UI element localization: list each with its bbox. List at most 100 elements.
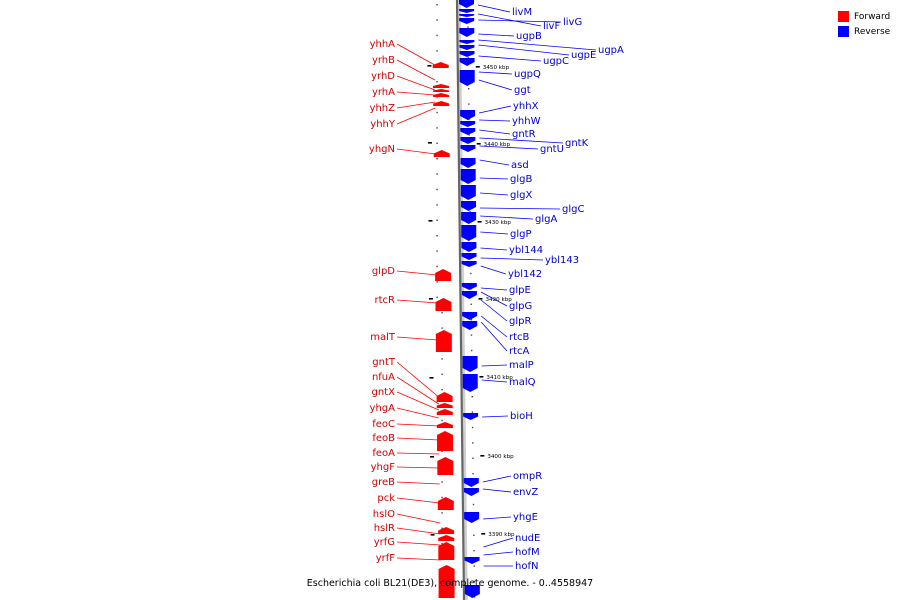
reverse-gene-leader xyxy=(480,257,544,261)
forward-gene-label: gntX xyxy=(372,387,396,398)
reverse-gene-label: livM xyxy=(512,7,532,18)
forward-gene-label: gntT xyxy=(372,357,396,368)
kbp-label: 3400 kbp xyxy=(487,454,514,460)
reverse-gene-leader xyxy=(481,379,508,383)
axis-tick-dot xyxy=(472,473,474,475)
reverse-gene-label: hofN xyxy=(515,561,538,572)
forward-gene: pck xyxy=(377,493,454,510)
reverse-gene-arrow xyxy=(461,283,477,290)
axis-tick-dot xyxy=(436,219,438,221)
reverse-gene-leader xyxy=(483,537,514,548)
reverse-gene: hofN xyxy=(464,561,538,598)
reverse-gene-label: ugpA xyxy=(598,45,624,56)
forward-gene-leader xyxy=(396,376,439,405)
forward-gene-leader xyxy=(396,107,436,125)
forward-gene: yhgA xyxy=(370,403,453,428)
forward-gene-leader xyxy=(396,270,438,276)
axis-tick-dot xyxy=(472,442,474,444)
reverse-gene: glgP xyxy=(461,212,532,240)
forward-gene-leader xyxy=(396,423,439,427)
kbp-tick xyxy=(481,533,486,535)
axis-tick-dot xyxy=(436,81,438,83)
reverse-gene-arrow xyxy=(459,70,475,86)
reverse-gene: ugpC xyxy=(459,45,569,67)
forward-gene-label: yhgN xyxy=(369,144,395,155)
kbp-tick xyxy=(476,143,481,145)
reverse-gene: gntU xyxy=(460,137,564,155)
forward-gene: yrfG xyxy=(374,537,455,560)
axis-tick-dot xyxy=(436,50,438,52)
kbp-tick xyxy=(477,221,482,223)
axis-tick-dot xyxy=(470,334,473,336)
reverse-gene: ugpB xyxy=(459,18,542,42)
forward-gene: yhhY xyxy=(370,101,450,130)
axis-tick-dot xyxy=(467,57,469,59)
reverse-gene-leader xyxy=(478,13,542,27)
reverse-gene: rtcB xyxy=(462,312,530,343)
reverse-label: Reverse xyxy=(854,26,891,37)
reverse-gene-arrow xyxy=(460,128,476,135)
reverse-gene-arrow xyxy=(461,242,477,252)
forward-gene: feoB xyxy=(372,431,454,451)
reverse-gene-arrow xyxy=(460,137,476,144)
axis-tick-dot xyxy=(436,188,438,191)
reverse-gene-label: ugpE xyxy=(571,50,596,61)
reverse-gene: ugpQ xyxy=(459,51,541,80)
axis-tick-dot xyxy=(436,265,438,268)
forward-gene-leader xyxy=(396,466,440,469)
kbp-label: 3420 kbp xyxy=(485,297,512,303)
forward-gene: yhhZ xyxy=(370,93,450,114)
forward-gene-label: yhhA xyxy=(370,39,396,50)
reverse-gene-leader xyxy=(480,265,507,275)
axis-tick-dot xyxy=(436,19,438,21)
reverse-gene-arrow xyxy=(459,28,475,37)
reverse-gene-leader xyxy=(480,287,508,291)
forward-gene: yrhD xyxy=(371,71,449,91)
reverse-gene-arrow xyxy=(459,18,475,24)
forward-gene-label: yhhZ xyxy=(370,103,396,114)
axis-tick-dot xyxy=(441,389,443,391)
axis-tick-dot xyxy=(467,88,470,90)
reverse-gene: gntR xyxy=(460,121,536,140)
reverse-gene-leader xyxy=(479,105,512,114)
axis-tick-dot xyxy=(471,411,474,413)
reverse-gene-label: malQ xyxy=(509,377,536,388)
forward-gene: nfuA xyxy=(372,372,453,408)
axis-tick-dot xyxy=(472,503,475,506)
forward-gene: feoA xyxy=(372,448,440,459)
forward-gene-label: hslO xyxy=(373,509,395,520)
kbp-label: 3410 kbp xyxy=(486,375,513,381)
axis-tick-dot xyxy=(441,527,443,529)
forward-gene-label: yrhB xyxy=(372,55,395,66)
forward-gene-arrow xyxy=(437,431,454,451)
forward-gene-arrow xyxy=(435,298,452,311)
reverse-gene-label: glgC xyxy=(562,204,584,215)
reverse-gene-arrow xyxy=(463,488,479,496)
reverse-gene: ggt xyxy=(459,58,531,96)
forward-gene: yhgF xyxy=(371,457,454,475)
axis-tick-dot xyxy=(473,534,475,536)
forward-gene: hslR xyxy=(374,523,455,541)
axis-tick-dot xyxy=(470,349,473,352)
reverse-gene-label: hofM xyxy=(515,547,540,558)
reverse-gene-leader xyxy=(480,291,508,307)
reverse-gene-label: glgA xyxy=(535,214,557,225)
axis-tick-dot xyxy=(436,4,438,6)
axis-tick-dot xyxy=(441,496,443,499)
axis-tick-dot xyxy=(470,319,473,321)
axis-tick-dot xyxy=(467,26,469,28)
forward-gene-arrow xyxy=(433,93,450,97)
forward-gene-leader xyxy=(396,91,436,96)
reverse-gene-arrow xyxy=(459,14,475,17)
axis-major-tick xyxy=(429,377,434,379)
reverse-gene: bioH xyxy=(463,411,533,422)
legend-reverse: Reverse xyxy=(838,24,890,39)
reverse-gene-label: glpE xyxy=(509,285,531,296)
reverse-gene-leader xyxy=(479,192,509,196)
reverse-gene-arrow xyxy=(463,413,479,420)
reverse-gene-leader xyxy=(481,364,508,367)
reverse-gene-label: glgP xyxy=(510,229,532,240)
reverse-gene-label: yhhW xyxy=(512,116,541,127)
forward-gene-label: yhhY xyxy=(370,119,396,130)
